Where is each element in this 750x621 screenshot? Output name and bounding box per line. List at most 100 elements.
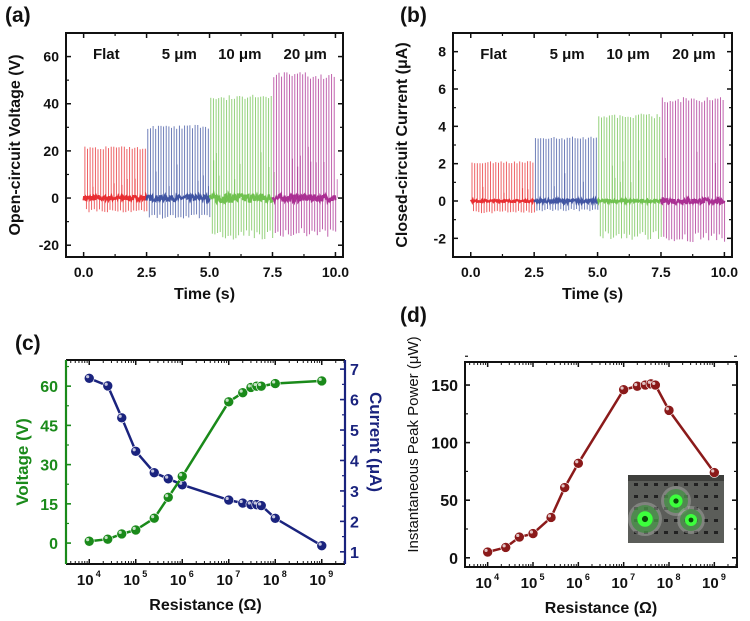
x-tick-label: 10 bbox=[475, 575, 492, 592]
data-point bbox=[176, 471, 188, 482]
data-point-highlight bbox=[529, 530, 534, 534]
annotation-1: 5 μm bbox=[162, 46, 197, 63]
breadboard-hole bbox=[654, 483, 658, 486]
x-tick-label: 0.0 bbox=[74, 264, 94, 280]
x-tick-label: 7.5 bbox=[263, 264, 283, 280]
breadboard-hole bbox=[674, 483, 678, 486]
data-point-highlight bbox=[86, 375, 90, 379]
y-tick-label: 2 bbox=[438, 156, 446, 172]
x-tick-label: 10 bbox=[170, 572, 187, 589]
y-tick-label: 50 bbox=[440, 493, 458, 510]
data-point-highlight bbox=[502, 544, 506, 548]
data-point bbox=[116, 412, 128, 424]
y-tick-label: 60 bbox=[43, 49, 59, 65]
y-tick-label: 100 bbox=[431, 436, 458, 453]
data-point-highlight bbox=[318, 377, 322, 381]
data-point bbox=[514, 531, 525, 543]
breadboard-hole bbox=[674, 531, 678, 534]
left-y-tick-label: 15 bbox=[40, 497, 58, 514]
left-y-tick-label: 45 bbox=[40, 418, 58, 435]
x-axis-label: Resistance (Ω) bbox=[149, 597, 261, 614]
y-axis-label: Instantaneous Peak Power (μW) bbox=[405, 336, 422, 552]
data-point-highlight bbox=[151, 469, 155, 473]
breadboard-hole bbox=[694, 483, 698, 486]
breadboard-hole bbox=[714, 531, 718, 534]
series-line bbox=[89, 379, 322, 543]
x-tick-exponent: 9 bbox=[721, 572, 726, 582]
series-5m bbox=[145, 124, 211, 219]
right-y-tick-label: 5 bbox=[350, 423, 359, 440]
y-tick-label: 8 bbox=[438, 44, 446, 60]
x-tick-label: 10 bbox=[263, 572, 280, 589]
x-tick-label: 2.5 bbox=[524, 264, 544, 280]
breadboard-hole bbox=[684, 507, 688, 510]
left-y-tick-label: 0 bbox=[49, 536, 58, 553]
data-point-highlight bbox=[547, 514, 552, 518]
x-tick-label: 10 bbox=[123, 572, 140, 589]
breadboard-hole bbox=[664, 507, 668, 510]
data-point-highlight bbox=[132, 526, 136, 531]
data-point bbox=[162, 492, 174, 503]
x-tick-label: 5.0 bbox=[588, 264, 608, 280]
data-point-highlight bbox=[165, 475, 169, 479]
data-point-highlight bbox=[247, 384, 251, 388]
series-line bbox=[88, 377, 323, 547]
breadboard-hole bbox=[664, 519, 668, 522]
data-point-highlight bbox=[118, 530, 122, 534]
data-point bbox=[482, 546, 493, 558]
x-tick-label: 10 bbox=[216, 572, 233, 589]
annotation-1: 5 μm bbox=[550, 46, 585, 63]
data-point bbox=[148, 512, 160, 524]
x-tick-label: 0.0 bbox=[461, 264, 481, 280]
breadboard-hole bbox=[644, 495, 648, 498]
panel-label-c: (c) bbox=[15, 332, 41, 355]
led-center bbox=[673, 498, 679, 504]
data-point bbox=[223, 494, 235, 506]
data-point-highlight bbox=[253, 382, 257, 387]
breadboard-hole bbox=[684, 483, 688, 486]
left-y-tick-label: 60 bbox=[40, 379, 58, 396]
breadboard-hole bbox=[694, 507, 698, 510]
data-point-highlight bbox=[225, 398, 229, 402]
data-point-highlight bbox=[151, 515, 155, 519]
breadboard-hole bbox=[694, 531, 698, 534]
x-tick-exponent: 7 bbox=[235, 569, 240, 579]
right-y-tick-label: 7 bbox=[350, 362, 359, 379]
y-tick-label: 150 bbox=[431, 378, 458, 395]
x-tick-exponent: 4 bbox=[494, 572, 499, 582]
x-tick-label: 10.0 bbox=[711, 264, 738, 280]
data-point bbox=[102, 380, 114, 392]
panel-label-b: (b) bbox=[400, 4, 427, 27]
x-tick-label: 10 bbox=[77, 572, 94, 589]
y-axis-label: Closed-circuit Current (μA) bbox=[394, 42, 411, 247]
data-point-highlight bbox=[272, 380, 276, 384]
breadboard-hole bbox=[634, 495, 638, 498]
breadboard-hole bbox=[714, 495, 718, 498]
data-point-highlight bbox=[253, 501, 257, 505]
breadboard-hole bbox=[654, 495, 658, 498]
data-point bbox=[269, 378, 281, 389]
y-tick-label: 20 bbox=[43, 143, 59, 159]
data-point-highlight bbox=[711, 469, 715, 473]
x-axis-label: Time (s) bbox=[562, 286, 623, 303]
breadboard-hole bbox=[704, 507, 708, 510]
data-point bbox=[223, 396, 235, 408]
series-current bbox=[83, 372, 328, 552]
y-tick-label: 0 bbox=[449, 551, 458, 568]
data-point bbox=[255, 380, 267, 392]
breadboard-hole bbox=[684, 531, 688, 534]
panel-a-voltage-time: 0.0 2.5 5.0 7.5 10.0 -20 0 20 40 60 Flat 5 μm 10 μm 2… bbox=[7, 32, 349, 303]
x-tick-exponent: 9 bbox=[328, 569, 333, 579]
data-point bbox=[255, 500, 267, 511]
breadboard-hole bbox=[704, 483, 708, 486]
right-y-tick-label: 1 bbox=[350, 545, 359, 562]
x-tick-exponent: 5 bbox=[539, 572, 544, 582]
data-point-highlight bbox=[104, 535, 108, 540]
breadboard-hole bbox=[704, 519, 708, 522]
data-point bbox=[316, 540, 328, 552]
x-tick-exponent: 6 bbox=[585, 572, 590, 582]
data-point bbox=[559, 482, 570, 493]
annotation-2: 10 μm bbox=[218, 46, 261, 63]
